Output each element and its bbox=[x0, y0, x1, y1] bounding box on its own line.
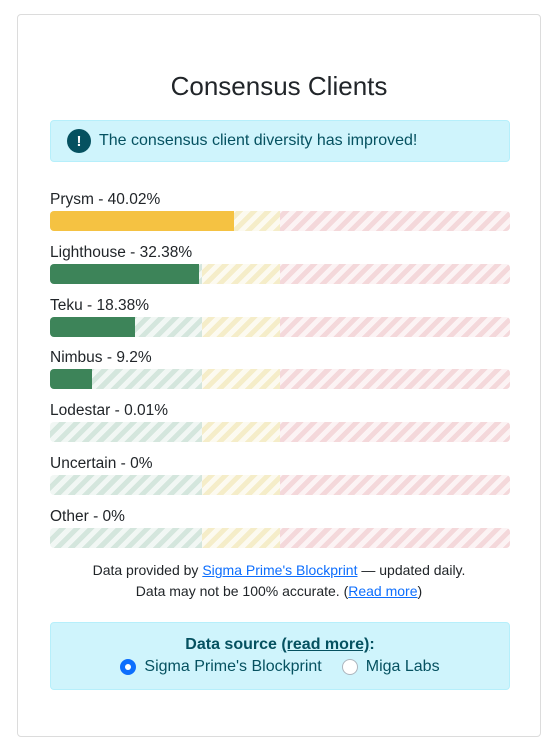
client-label: Lodestar - 0.01% bbox=[50, 402, 169, 420]
radio-button[interactable] bbox=[341, 659, 358, 675]
bar-zone-red bbox=[280, 211, 510, 231]
bar-zone-red bbox=[280, 316, 510, 337]
progress-bar bbox=[50, 369, 510, 390]
bar-zone-yellow bbox=[202, 422, 280, 443]
bar-zone-red bbox=[280, 527, 510, 548]
data-source-colon: : bbox=[369, 636, 375, 653]
data-source-title: Data source (read more): bbox=[51, 635, 509, 655]
progress-bar bbox=[50, 474, 510, 495]
client-label: Other - 0% bbox=[50, 507, 125, 525]
progress-fill bbox=[50, 369, 93, 390]
client-label: Uncertain - 0% bbox=[50, 454, 153, 472]
radio-button[interactable] bbox=[120, 659, 137, 675]
client-label: Lighthouse - 32.38% bbox=[50, 243, 193, 261]
data-source-label: Data source bbox=[185, 636, 282, 653]
bar-zone-green bbox=[50, 422, 202, 443]
alert-text: The consensus client diversity has impro… bbox=[99, 132, 418, 149]
bar-zone-green bbox=[50, 474, 202, 495]
client-row-uncertain: Uncertain - 0% bbox=[50, 454, 510, 507]
client-label: Nimbus - 9.2% bbox=[50, 349, 152, 367]
progress-bar bbox=[50, 263, 510, 284]
progress-bar bbox=[50, 316, 510, 337]
page-title: Consensus Clients bbox=[170, 71, 388, 101]
client-label: Teku - 18.38% bbox=[50, 296, 150, 314]
client-list: Prysm - 40.02% Lighthouse - 32.38% Teku … bbox=[50, 190, 510, 560]
info-alert: ! The consensus client diversity has imp… bbox=[50, 120, 510, 162]
bar-zone-yellow bbox=[202, 474, 280, 495]
data-source-read-more-link[interactable]: (read more) bbox=[281, 636, 370, 653]
client-row-prysm: Prysm - 40.02% bbox=[50, 190, 510, 243]
footnote-line-2: Data may not be 100% accurate. (Read mor… bbox=[18, 581, 540, 602]
bar-zone-red bbox=[280, 474, 510, 495]
footnote-text: Data provided by bbox=[92, 562, 203, 578]
footnote-line-1: Data provided by Sigma Prime's Blockprin… bbox=[18, 560, 540, 581]
radio-option-miga-labs[interactable]: Miga Labs bbox=[341, 658, 440, 676]
footnote-text: Data may not be 100% accurate. ( bbox=[135, 583, 349, 599]
bar-zone-green bbox=[50, 527, 202, 548]
bar-zone-red bbox=[280, 422, 510, 443]
read-more-link[interactable]: Read more bbox=[348, 583, 418, 599]
bar-zone-yellow bbox=[202, 263, 280, 284]
progress-fill bbox=[50, 263, 199, 284]
bar-zone-yellow bbox=[202, 316, 280, 337]
bar-zone-red bbox=[280, 263, 510, 284]
client-label: Prysm - 40.02% bbox=[50, 191, 161, 208]
client-row-nimbus: Nimbus - 9.2% bbox=[50, 348, 510, 401]
bar-zone-red bbox=[280, 369, 510, 390]
client-row-lodestar: Lodestar - 0.01% bbox=[50, 401, 510, 454]
client-row-other: Other - 0% bbox=[50, 507, 510, 560]
data-source-radio-group: Sigma Prime's Blockprint Miga Labs bbox=[51, 658, 509, 676]
data-source-box: Data source (read more): Sigma Prime's B… bbox=[50, 622, 510, 690]
consensus-clients-card: Consensus Clients ! The consensus client… bbox=[17, 14, 541, 737]
bar-zone-yellow bbox=[202, 369, 280, 390]
footnote-text: — updated daily. bbox=[357, 562, 466, 578]
progress-fill bbox=[50, 316, 135, 337]
radio-label: Miga Labs bbox=[365, 658, 440, 675]
client-row-lighthouse: Lighthouse - 32.38% bbox=[50, 243, 510, 296]
progress-fill bbox=[50, 211, 235, 231]
bar-zone-yellow bbox=[202, 527, 280, 548]
footnote-text: ) bbox=[417, 583, 423, 599]
progress-bar bbox=[50, 527, 510, 548]
progress-bar bbox=[50, 422, 510, 443]
blockprint-link[interactable]: Sigma Prime's Blockprint bbox=[202, 562, 358, 578]
progress-bar bbox=[50, 211, 510, 231]
footnote: Data provided by Sigma Prime's Blockprin… bbox=[18, 560, 540, 602]
exclamation-icon: ! bbox=[67, 129, 91, 153]
client-row-teku: Teku - 18.38% bbox=[50, 296, 510, 349]
radio-label: Sigma Prime's Blockprint bbox=[144, 658, 322, 675]
radio-option-blockprint[interactable]: Sigma Prime's Blockprint bbox=[120, 658, 322, 676]
